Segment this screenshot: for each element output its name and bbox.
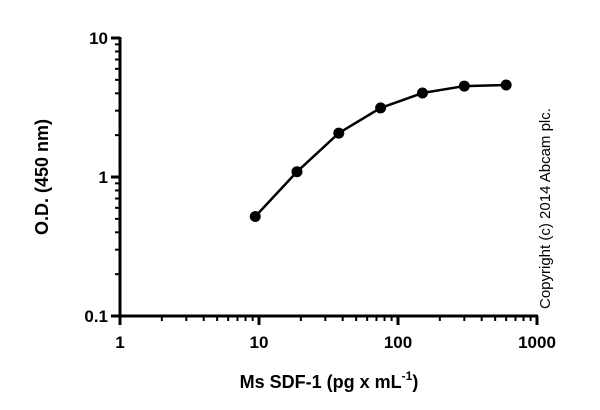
y-tick-label: 10 — [89, 29, 108, 48]
data-series — [249, 79, 512, 222]
x-axis-title: Ms SDF-1 (pg x mL-1) — [240, 369, 419, 392]
x-tick-label: 100 — [384, 333, 412, 352]
x-tick-label: 1000 — [518, 333, 556, 352]
data-point — [375, 102, 387, 114]
x-axis-title-superscript: -1 — [402, 369, 413, 383]
y-tick-label: 1 — [99, 168, 108, 187]
y-tick-label: 0.1 — [84, 307, 108, 326]
data-point — [458, 80, 470, 92]
y-axis-title: O.D. (450 nm) — [32, 119, 52, 235]
y-axis: 0.1 1 10 — [84, 29, 122, 326]
x-axis-title-close: ) — [412, 372, 418, 392]
data-point — [333, 127, 345, 139]
data-point — [500, 79, 512, 91]
data-point — [291, 166, 303, 178]
copyright-annotation: Copyright (c) 2014 Abcam plc. — [537, 108, 554, 309]
x-tick-label: 1 — [115, 333, 124, 352]
x-axis-title-main: Ms SDF-1 (pg x mL — [240, 372, 402, 392]
data-point — [249, 210, 261, 222]
x-tick-label: 10 — [250, 333, 269, 352]
data-point — [416, 87, 428, 99]
x-axis: 1 10 100 1000 — [115, 314, 556, 352]
